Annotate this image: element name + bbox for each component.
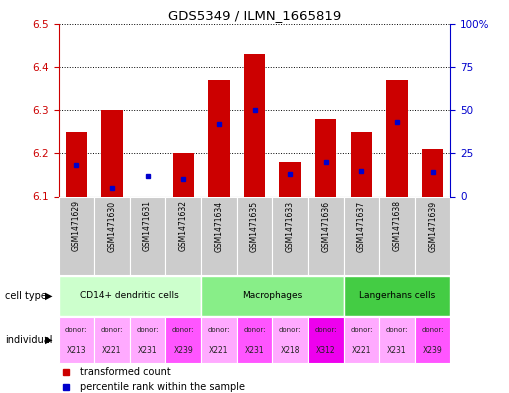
Text: GSM1471630: GSM1471630	[107, 200, 117, 252]
Text: individual: individual	[5, 335, 52, 345]
Text: X221: X221	[209, 346, 229, 355]
Bar	[344, 317, 379, 363]
Text: donor:: donor:	[208, 327, 230, 332]
Text: X239: X239	[174, 346, 193, 355]
Bar	[130, 317, 165, 363]
Title: GDS5349 / ILMN_1665819: GDS5349 / ILMN_1665819	[168, 9, 341, 22]
Bar	[94, 196, 130, 275]
Bar	[344, 196, 379, 275]
Bar	[173, 153, 194, 196]
Bar	[315, 119, 336, 196]
Text: GSM1471631: GSM1471631	[143, 200, 152, 252]
Text: GSM1471632: GSM1471632	[179, 200, 188, 252]
Bar	[201, 196, 237, 275]
Text: X221: X221	[102, 346, 122, 355]
Text: GSM1471636: GSM1471636	[321, 200, 330, 252]
Bar	[59, 196, 94, 275]
Text: X218: X218	[280, 346, 300, 355]
Text: GSM1471629: GSM1471629	[72, 200, 81, 252]
Bar	[165, 196, 201, 275]
Text: X231: X231	[387, 346, 407, 355]
Text: donor:: donor:	[136, 327, 159, 332]
Text: transformed count: transformed count	[80, 367, 171, 377]
Bar	[351, 132, 372, 196]
Bar	[59, 317, 94, 363]
Bar	[208, 80, 230, 196]
Bar	[130, 196, 165, 275]
Text: donor:: donor:	[315, 327, 337, 332]
Bar	[237, 196, 272, 275]
Text: GSM1471635: GSM1471635	[250, 200, 259, 252]
Text: ▶: ▶	[45, 291, 52, 301]
Bar	[244, 54, 265, 196]
Text: GSM1471637: GSM1471637	[357, 200, 366, 252]
Text: donor:: donor:	[172, 327, 194, 332]
Text: X239: X239	[423, 346, 442, 355]
Text: X231: X231	[245, 346, 264, 355]
Bar	[201, 276, 344, 316]
Bar	[415, 317, 450, 363]
Text: donor:: donor:	[65, 327, 88, 332]
Bar	[279, 162, 301, 196]
Bar	[237, 317, 272, 363]
Text: X312: X312	[316, 346, 335, 355]
Text: donor:: donor:	[350, 327, 373, 332]
Bar	[344, 276, 450, 316]
Bar	[101, 110, 123, 196]
Bar	[415, 196, 450, 275]
Bar	[59, 276, 201, 316]
Bar	[66, 132, 87, 196]
Text: donor:: donor:	[386, 327, 408, 332]
Bar	[165, 317, 201, 363]
Bar	[386, 80, 408, 196]
Text: donor:: donor:	[243, 327, 266, 332]
Text: ▶: ▶	[45, 335, 52, 345]
Text: cell type: cell type	[5, 291, 47, 301]
Text: GSM1471638: GSM1471638	[392, 200, 402, 252]
Bar	[379, 196, 415, 275]
Text: CD14+ dendritic cells: CD14+ dendritic cells	[80, 291, 179, 300]
Text: donor:: donor:	[101, 327, 123, 332]
Text: GSM1471639: GSM1471639	[428, 200, 437, 252]
Bar	[379, 317, 415, 363]
Text: X221: X221	[352, 346, 371, 355]
Text: Macrophages: Macrophages	[242, 291, 302, 300]
Bar	[201, 317, 237, 363]
Text: donor:: donor:	[421, 327, 444, 332]
Bar	[308, 196, 344, 275]
Text: GSM1471633: GSM1471633	[286, 200, 295, 252]
Text: Langerhans cells: Langerhans cells	[359, 291, 435, 300]
Bar	[308, 317, 344, 363]
Text: donor:: donor:	[279, 327, 301, 332]
Bar	[272, 196, 308, 275]
Text: GSM1471634: GSM1471634	[214, 200, 223, 252]
Bar	[422, 149, 443, 196]
Text: X231: X231	[138, 346, 157, 355]
Bar	[272, 317, 308, 363]
Text: percentile rank within the sample: percentile rank within the sample	[80, 382, 245, 391]
Text: X213: X213	[67, 346, 86, 355]
Bar	[94, 317, 130, 363]
